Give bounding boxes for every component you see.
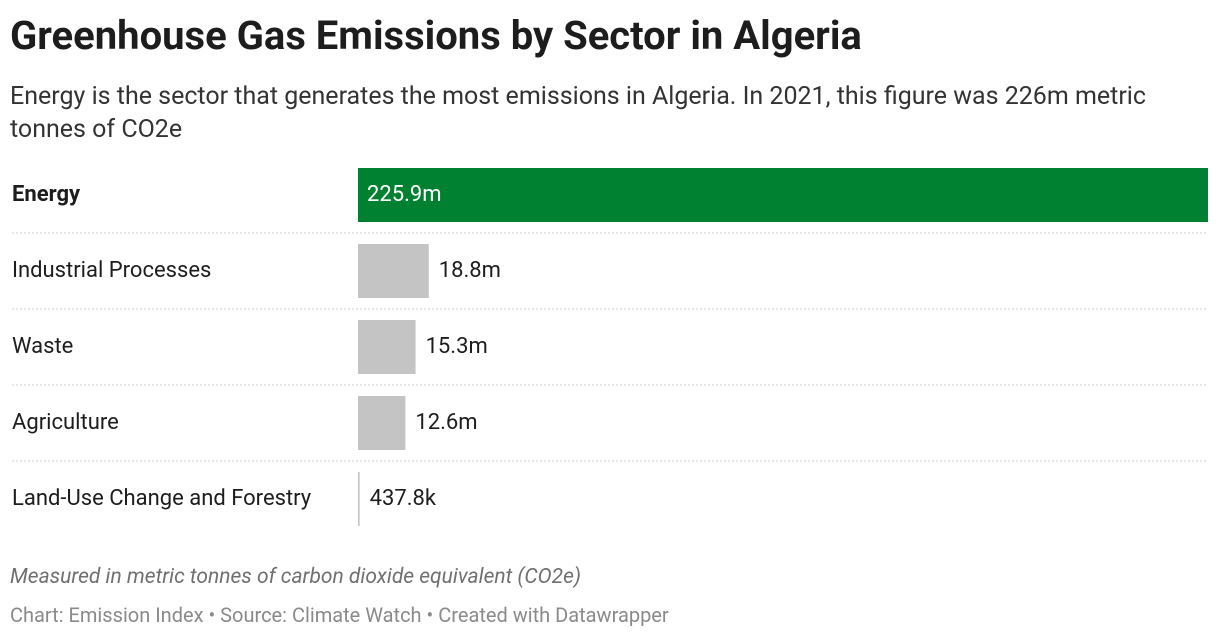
value-label: 18.8m — [439, 258, 501, 283]
chart-subtitle: Energy is the sector that generates the … — [10, 82, 1146, 144]
category-label: Energy — [12, 182, 81, 207]
value-label: 225.9m — [367, 182, 442, 207]
value-label: 437.8k — [370, 486, 437, 511]
category-label: Land-Use Change and Forestry — [12, 486, 312, 511]
chart-notes: Measured in metric tonnes of carbon diox… — [10, 565, 582, 589]
bar — [358, 244, 429, 298]
bar — [358, 168, 1208, 222]
chart: Energy 225.9m Industrial Processes 18.8m Was… — [12, 168, 1208, 526]
value-label: 12.6m — [415, 410, 477, 435]
chart-source: Chart: Emission Index • Source: Climate … — [10, 603, 669, 627]
value-label: 15.3m — [426, 334, 488, 359]
chart-title: Greenhouse Gas Emissions by Sector in Al… — [10, 12, 862, 59]
category-label: Agriculture — [12, 410, 119, 435]
bar — [358, 320, 416, 374]
category-label: Industrial Processes — [12, 258, 211, 283]
category-label: Waste — [12, 334, 73, 359]
bar — [358, 396, 406, 450]
bar — [358, 472, 360, 526]
